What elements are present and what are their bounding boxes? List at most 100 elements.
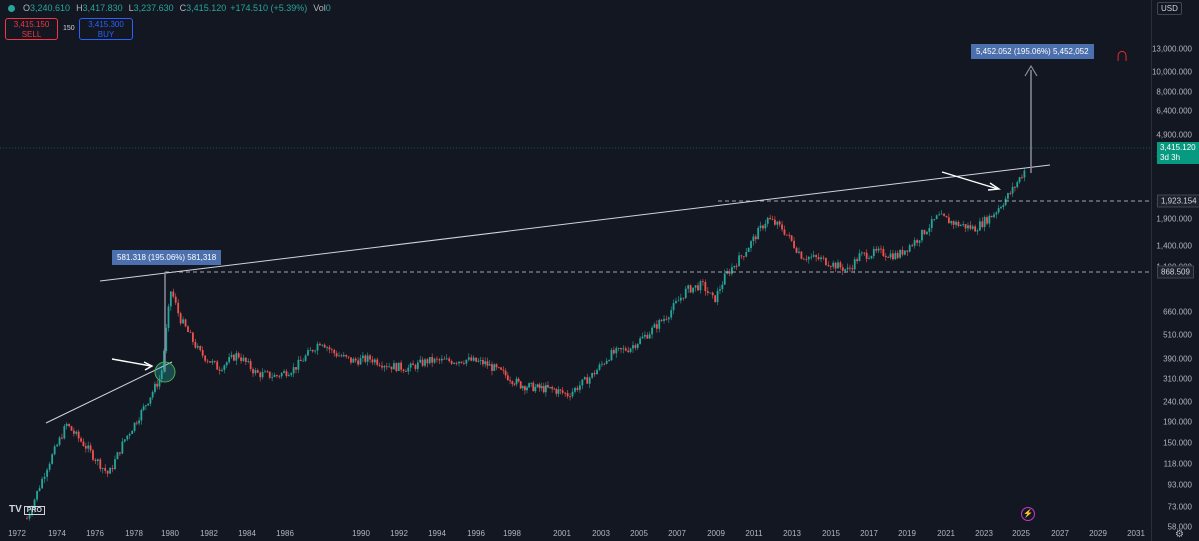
- logo-text: TV: [9, 504, 22, 515]
- measure-label-2025[interactable]: 5,452.052 (195.06%) 5,452,052: [971, 44, 1094, 59]
- candle: [369, 355, 371, 360]
- candle: [733, 265, 736, 268]
- candle: [588, 377, 591, 384]
- candle: [660, 320, 663, 321]
- candle: [33, 499, 36, 510]
- candle: [971, 226, 974, 229]
- candle: [957, 221, 960, 227]
- candle: [832, 262, 835, 267]
- candle: [665, 318, 668, 320]
- price-chart[interactable]: [0, 0, 1151, 541]
- year-tick: 2017: [860, 529, 878, 538]
- candle: [342, 354, 345, 357]
- candle: [445, 358, 448, 360]
- candle: [280, 372, 283, 377]
- candle: [903, 250, 906, 255]
- year-tick: 2015: [822, 529, 840, 538]
- candle: [104, 467, 107, 471]
- candle: [593, 372, 596, 375]
- candle: [865, 252, 868, 259]
- candle: [160, 370, 163, 380]
- price-tick: 240.000: [1163, 397, 1192, 407]
- candle: [781, 224, 783, 230]
- candle: [362, 355, 364, 359]
- candle: [314, 350, 317, 352]
- candle: [53, 446, 56, 455]
- candle: [28, 514, 31, 519]
- candle: [918, 240, 921, 243]
- candle: [77, 431, 80, 439]
- candle: [302, 360, 305, 362]
- candle: [87, 445, 90, 449]
- candle: [785, 234, 788, 236]
- price-tick: 510.000: [1163, 330, 1192, 340]
- candle: [428, 357, 431, 364]
- settings-icon[interactable]: ⚙: [1175, 529, 1184, 540]
- candle: [704, 282, 707, 292]
- candle: [709, 292, 712, 294]
- candle: [371, 359, 374, 363]
- magnet-icon[interactable]: ∩: [1115, 44, 1130, 66]
- candle: [345, 354, 348, 357]
- candle: [889, 253, 892, 258]
- currency-label[interactable]: USD: [1157, 2, 1182, 15]
- arrow-left[interactable]: [111, 358, 152, 367]
- measure-label-1980[interactable]: 581.318 (195.06%) 581,318: [112, 250, 222, 265]
- candle: [235, 353, 238, 361]
- candle: [644, 334, 646, 337]
- candle: [385, 366, 388, 368]
- candle: [540, 386, 543, 389]
- candle: [906, 250, 909, 252]
- candle: [416, 362, 419, 369]
- measure-arrowhead-2025: [1024, 64, 1038, 77]
- candle: [692, 287, 695, 293]
- candle: [723, 273, 726, 285]
- candle: [571, 391, 574, 397]
- candle: [156, 383, 159, 387]
- candle: [61, 437, 63, 439]
- buy-price: 3,415.300: [88, 20, 124, 29]
- candle: [404, 371, 407, 372]
- candle: [667, 317, 670, 320]
- candle: [209, 361, 211, 363]
- candle: [544, 385, 547, 393]
- candle: [419, 359, 422, 363]
- vol-value: 0: [325, 3, 331, 13]
- candle: [986, 217, 988, 224]
- tradingview-logo[interactable]: TV PRO: [9, 504, 45, 515]
- candle: [340, 355, 343, 357]
- candle: [412, 363, 414, 366]
- arrow-right[interactable]: [941, 171, 999, 190]
- candle: [177, 302, 180, 314]
- change-value: +174.510 (+5.39%): [230, 3, 308, 13]
- candle: [254, 370, 257, 374]
- candle: [658, 320, 661, 329]
- candle: [189, 332, 192, 333]
- year-tick: 1976: [86, 529, 104, 538]
- sell-button[interactable]: 3,415.150 SELL: [5, 18, 58, 40]
- candle: [771, 219, 774, 220]
- candle: [670, 310, 673, 318]
- buy-button[interactable]: 3,415.300 BUY: [79, 18, 133, 40]
- year-tick: 2003: [592, 529, 610, 538]
- sell-label: SELL: [21, 30, 42, 39]
- candle: [894, 253, 897, 260]
- candle: [757, 228, 760, 240]
- candle: [997, 208, 1000, 213]
- ohlc-legend: O3,240.610 H3,417.830 L3,237.630 C3,415.120…: [8, 3, 331, 13]
- candle: [106, 470, 109, 474]
- lightning-icon[interactable]: ⚡: [1021, 507, 1035, 521]
- candle: [147, 403, 150, 406]
- trendline-upper[interactable]: [99, 164, 1051, 282]
- candle: [240, 357, 242, 361]
- candle: [747, 248, 750, 253]
- candle: [237, 353, 240, 358]
- candle: [981, 221, 984, 228]
- candle: [810, 256, 813, 258]
- breakout-circle[interactable]: [154, 361, 176, 383]
- candle: [364, 355, 367, 362]
- candle: [225, 362, 228, 366]
- trendline-lower[interactable]: [45, 361, 173, 424]
- candle: [72, 430, 75, 434]
- candle: [933, 219, 936, 220]
